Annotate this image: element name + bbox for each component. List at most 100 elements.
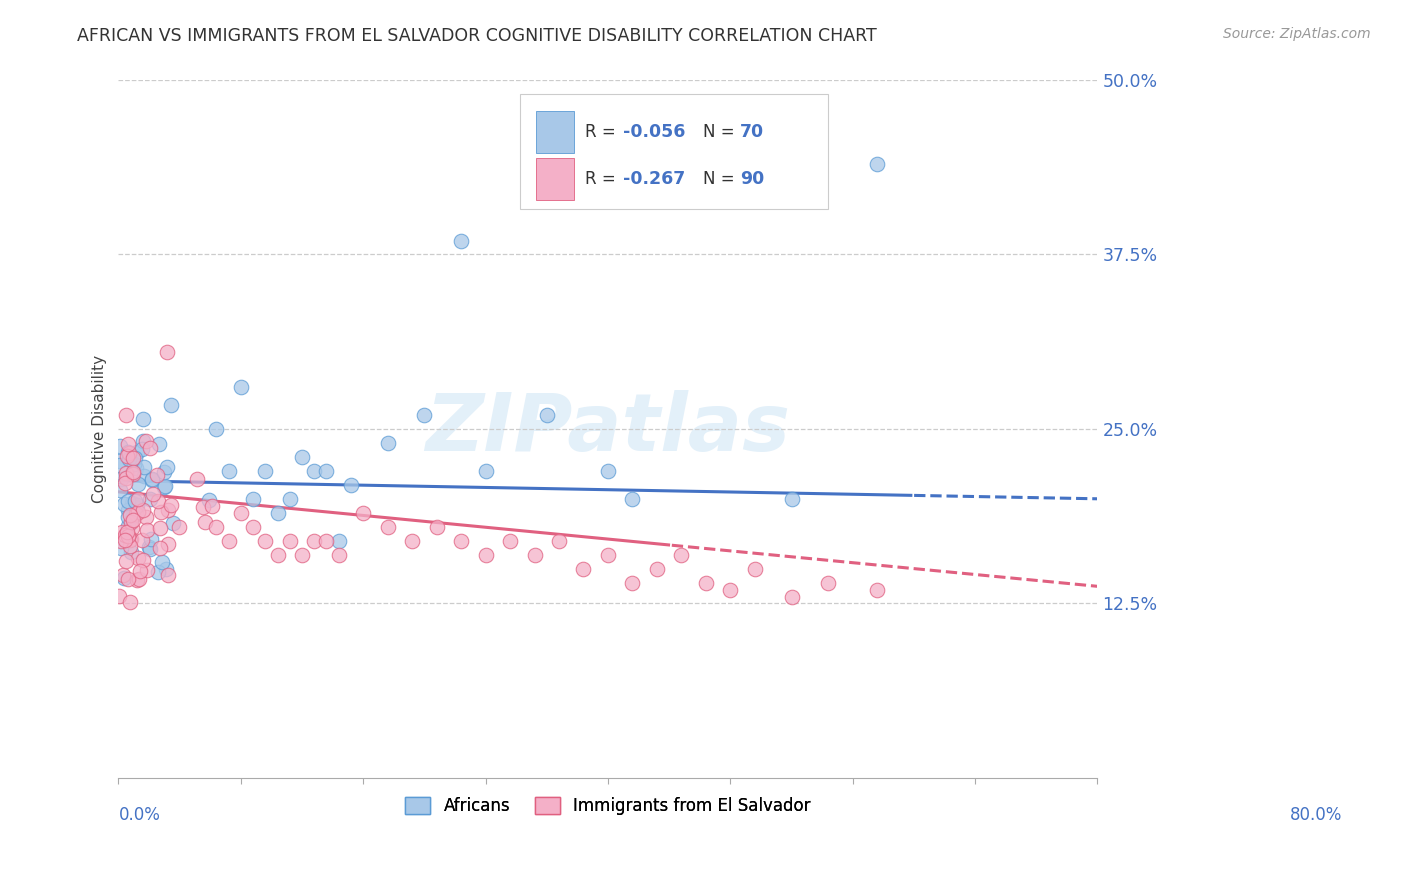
Point: [266, 506, 288, 520]
Point: [474, 464, 496, 478]
FancyBboxPatch shape: [537, 112, 574, 153]
Point: [110, 454, 132, 468]
Point: [150, 505, 173, 519]
Point: [499, 533, 522, 548]
Point: [107, 590, 129, 604]
Point: [304, 533, 326, 548]
Point: [291, 548, 314, 562]
Text: 80.0%: 80.0%: [1289, 806, 1343, 824]
Point: [115, 525, 138, 540]
Point: [138, 491, 160, 506]
Point: [198, 493, 221, 508]
Text: N =: N =: [703, 123, 740, 141]
Point: [110, 534, 132, 549]
Point: [117, 445, 139, 459]
Point: [127, 477, 149, 491]
Point: [127, 505, 149, 519]
Point: [115, 471, 138, 485]
Point: [254, 533, 277, 548]
Point: [167, 520, 190, 534]
Point: [127, 551, 149, 566]
Point: [242, 491, 264, 506]
Point: [122, 457, 145, 471]
Point: [108, 483, 131, 498]
Text: -0.056: -0.056: [623, 123, 685, 141]
Point: [153, 480, 176, 494]
Point: [149, 541, 172, 556]
Point: [110, 541, 132, 555]
Point: [156, 345, 179, 359]
Point: [114, 533, 136, 547]
Point: [134, 460, 156, 475]
Point: [548, 533, 571, 548]
Text: AFRICAN VS IMMIGRANTS FROM EL SALVADOR COGNITIVE DISABILITY CORRELATION CHART: AFRICAN VS IMMIGRANTS FROM EL SALVADOR C…: [77, 27, 877, 45]
Point: [138, 541, 160, 555]
Point: [118, 595, 141, 609]
Point: [866, 582, 889, 597]
Point: [142, 487, 165, 501]
Point: [148, 437, 170, 451]
Point: [352, 506, 374, 520]
Point: [152, 465, 174, 479]
Text: R =: R =: [585, 170, 621, 188]
Point: [149, 521, 172, 535]
Point: [141, 533, 163, 547]
Text: 90: 90: [740, 170, 765, 188]
Point: [780, 590, 803, 604]
Point: [111, 524, 134, 539]
Point: [127, 491, 149, 506]
Point: [242, 519, 264, 533]
Point: [536, 408, 558, 422]
Point: [718, 582, 741, 597]
Point: [132, 434, 155, 448]
Point: [695, 575, 717, 590]
Point: [229, 506, 252, 520]
Point: [153, 478, 176, 492]
Point: [866, 157, 889, 171]
Point: [291, 450, 314, 464]
Point: [114, 528, 136, 542]
Point: [136, 562, 159, 576]
Text: Source: ZipAtlas.com: Source: ZipAtlas.com: [1223, 27, 1371, 41]
Point: [117, 529, 139, 543]
Point: [744, 561, 766, 575]
Text: R =: R =: [585, 123, 621, 141]
Point: [115, 466, 138, 480]
Point: [125, 444, 148, 458]
Point: [139, 441, 162, 455]
Point: [117, 494, 139, 508]
Point: [205, 422, 228, 436]
Point: [474, 548, 496, 562]
Point: [146, 467, 169, 482]
Point: [117, 518, 139, 533]
Point: [278, 533, 301, 548]
FancyBboxPatch shape: [537, 158, 574, 200]
Point: [117, 503, 139, 517]
Point: [718, 157, 741, 171]
Point: [523, 548, 546, 562]
Point: [111, 568, 134, 582]
Point: [124, 461, 146, 475]
Point: [266, 548, 288, 562]
Point: [218, 464, 240, 478]
Point: [118, 445, 141, 459]
Point: [115, 408, 138, 422]
Point: [401, 533, 423, 548]
Point: [122, 451, 145, 466]
Point: [596, 548, 619, 562]
Point: [621, 575, 644, 590]
Point: [304, 464, 326, 478]
Point: [328, 548, 350, 562]
Point: [120, 539, 142, 553]
Point: [156, 503, 179, 517]
Text: 70: 70: [740, 123, 765, 141]
Point: [413, 408, 436, 422]
Point: [450, 533, 472, 548]
Point: [162, 516, 184, 531]
Point: [377, 436, 399, 450]
Point: [254, 464, 277, 478]
Point: [645, 561, 668, 575]
Point: [155, 562, 177, 576]
Point: [146, 494, 169, 508]
Point: [118, 533, 141, 547]
